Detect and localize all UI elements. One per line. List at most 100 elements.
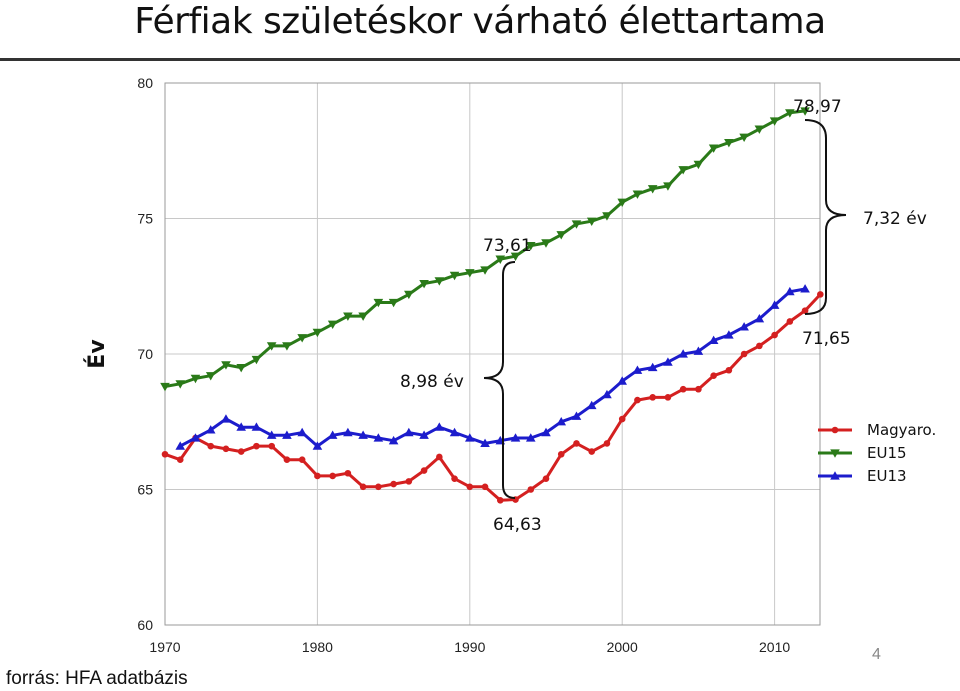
- legend-marker: [830, 471, 840, 480]
- axis-ticks: 60 65 70 75 80 1970 1980 1990 2000 2010: [137, 75, 790, 655]
- legend-label: EU13: [867, 467, 907, 485]
- data-point-eu15: [221, 361, 231, 370]
- grid: [165, 83, 820, 625]
- data-point-magyaro: [466, 483, 474, 491]
- data-point-eu15: [541, 239, 551, 248]
- data-point-eu15: [663, 182, 673, 191]
- series-line-eu13: [179, 287, 806, 448]
- data-point-eu15: [251, 355, 262, 365]
- data-point-eu13: [586, 400, 597, 410]
- data-point-magyaro: [710, 372, 717, 379]
- data-point-eu13: [693, 346, 704, 355]
- source-note: forrás: HFA adatbázis: [6, 668, 188, 689]
- data-point-eu15: [358, 312, 368, 321]
- data-point-eu13: [785, 286, 795, 296]
- data-point-eu15: [205, 372, 216, 381]
- data-point-eu13: [708, 335, 719, 345]
- data-point-eu13: [510, 433, 521, 442]
- data-point-magyaro: [436, 453, 443, 461]
- data-point-eu13: [236, 422, 246, 431]
- data-point-eu13: [190, 433, 201, 442]
- y-tick-label: 70: [137, 346, 153, 362]
- data-point-eu15: [190, 374, 201, 384]
- data-point-eu15: [282, 342, 292, 351]
- x-tick-label: 1980: [302, 639, 333, 655]
- data-point-eu13: [419, 430, 429, 439]
- data-point-magyaro: [817, 291, 824, 298]
- data-point-eu15: [160, 382, 170, 392]
- data-point-eu15: [404, 290, 414, 300]
- data-point-magyaro: [496, 497, 504, 504]
- data-point-magyaro: [390, 480, 397, 488]
- data-point-eu15: [236, 363, 246, 373]
- data-point-eu15: [312, 328, 323, 338]
- title-rule: [0, 58, 960, 61]
- annotation-hu-2012: 71,65: [802, 329, 851, 349]
- data-point-magyaro: [237, 448, 245, 455]
- data-point-eu15: [449, 271, 460, 281]
- data-point-eu15: [708, 144, 719, 153]
- data-point-eu13: [800, 284, 810, 293]
- data-point-eu13: [647, 362, 658, 372]
- data-point-eu15: [373, 298, 384, 308]
- data-point-magyaro: [542, 475, 550, 482]
- legend-marker: [830, 449, 840, 458]
- series-eu15: [160, 107, 810, 392]
- data-point-eu13: [175, 441, 186, 450]
- data-point-magyaro: [222, 445, 230, 453]
- data-point-eu13: [373, 433, 384, 442]
- legend-label: Magyaro.: [867, 421, 936, 439]
- data-point-magyaro: [573, 440, 580, 447]
- data-point-eu13: [769, 300, 780, 309]
- legend-item-magyaro: Magyaro.: [818, 421, 936, 439]
- y-tick-label: 80: [137, 75, 153, 91]
- data-point-eu13: [434, 422, 445, 431]
- y-axis-label: Év: [84, 339, 110, 369]
- data-point-eu13: [205, 425, 216, 434]
- data-point-eu13: [602, 389, 612, 399]
- legend-item-eu15: EU15: [818, 444, 907, 462]
- data-point-magyaro: [786, 318, 794, 325]
- y-tick-label: 60: [137, 617, 153, 633]
- data-point-eu13: [632, 365, 643, 374]
- data-point-eu15: [632, 190, 643, 199]
- data-point-magyaro: [329, 472, 336, 480]
- data-point-magyaro: [588, 448, 596, 455]
- page-title: Férfiak születéskor várható élettartama: [134, 1, 826, 42]
- data-point-eu13: [480, 438, 490, 448]
- brace-1993: [483, 261, 516, 499]
- data-point-eu15: [175, 380, 186, 389]
- annotation-eu15-1993: 73,61: [483, 236, 532, 256]
- annotation-gap-2012: 7,32 év: [863, 209, 927, 229]
- data-point-eu13: [327, 430, 338, 439]
- x-tick-label: 1990: [454, 639, 485, 655]
- data-point-eu15: [602, 212, 612, 221]
- data-point-eu15: [266, 342, 277, 351]
- annotations: 78,97 73,61 64,63 71,65 8,98 év 7,32 év: [400, 97, 927, 535]
- data-point-eu15: [388, 298, 399, 308]
- x-tick-label: 1970: [149, 639, 180, 655]
- data-point-eu15: [434, 277, 445, 286]
- data-point-eu13: [358, 430, 368, 439]
- data-point-eu13: [388, 435, 399, 445]
- data-point-eu13: [556, 416, 567, 426]
- x-tick-label: 2010: [759, 639, 790, 655]
- brace-2012: [804, 119, 847, 315]
- annotation-eu15-2012: 78,97: [793, 97, 842, 117]
- data-point-magyaro: [420, 467, 428, 474]
- data-point-magyaro: [283, 456, 291, 463]
- data-point-eu13: [343, 427, 353, 437]
- data-point-magyaro: [253, 442, 260, 450]
- x-tick-label: 2000: [607, 639, 638, 655]
- slide-number: 4: [872, 646, 881, 663]
- data-point-eu15: [693, 160, 704, 170]
- data-point-eu15: [769, 117, 780, 126]
- data-point-eu15: [480, 266, 490, 275]
- data-point-eu15: [510, 252, 521, 261]
- data-point-magyaro: [268, 442, 275, 450]
- series-eu13: [175, 284, 810, 450]
- data-point-magyaro: [679, 385, 687, 393]
- plot-frame: [164, 82, 821, 626]
- data-point-magyaro: [664, 394, 672, 401]
- data-point-eu15: [586, 217, 597, 227]
